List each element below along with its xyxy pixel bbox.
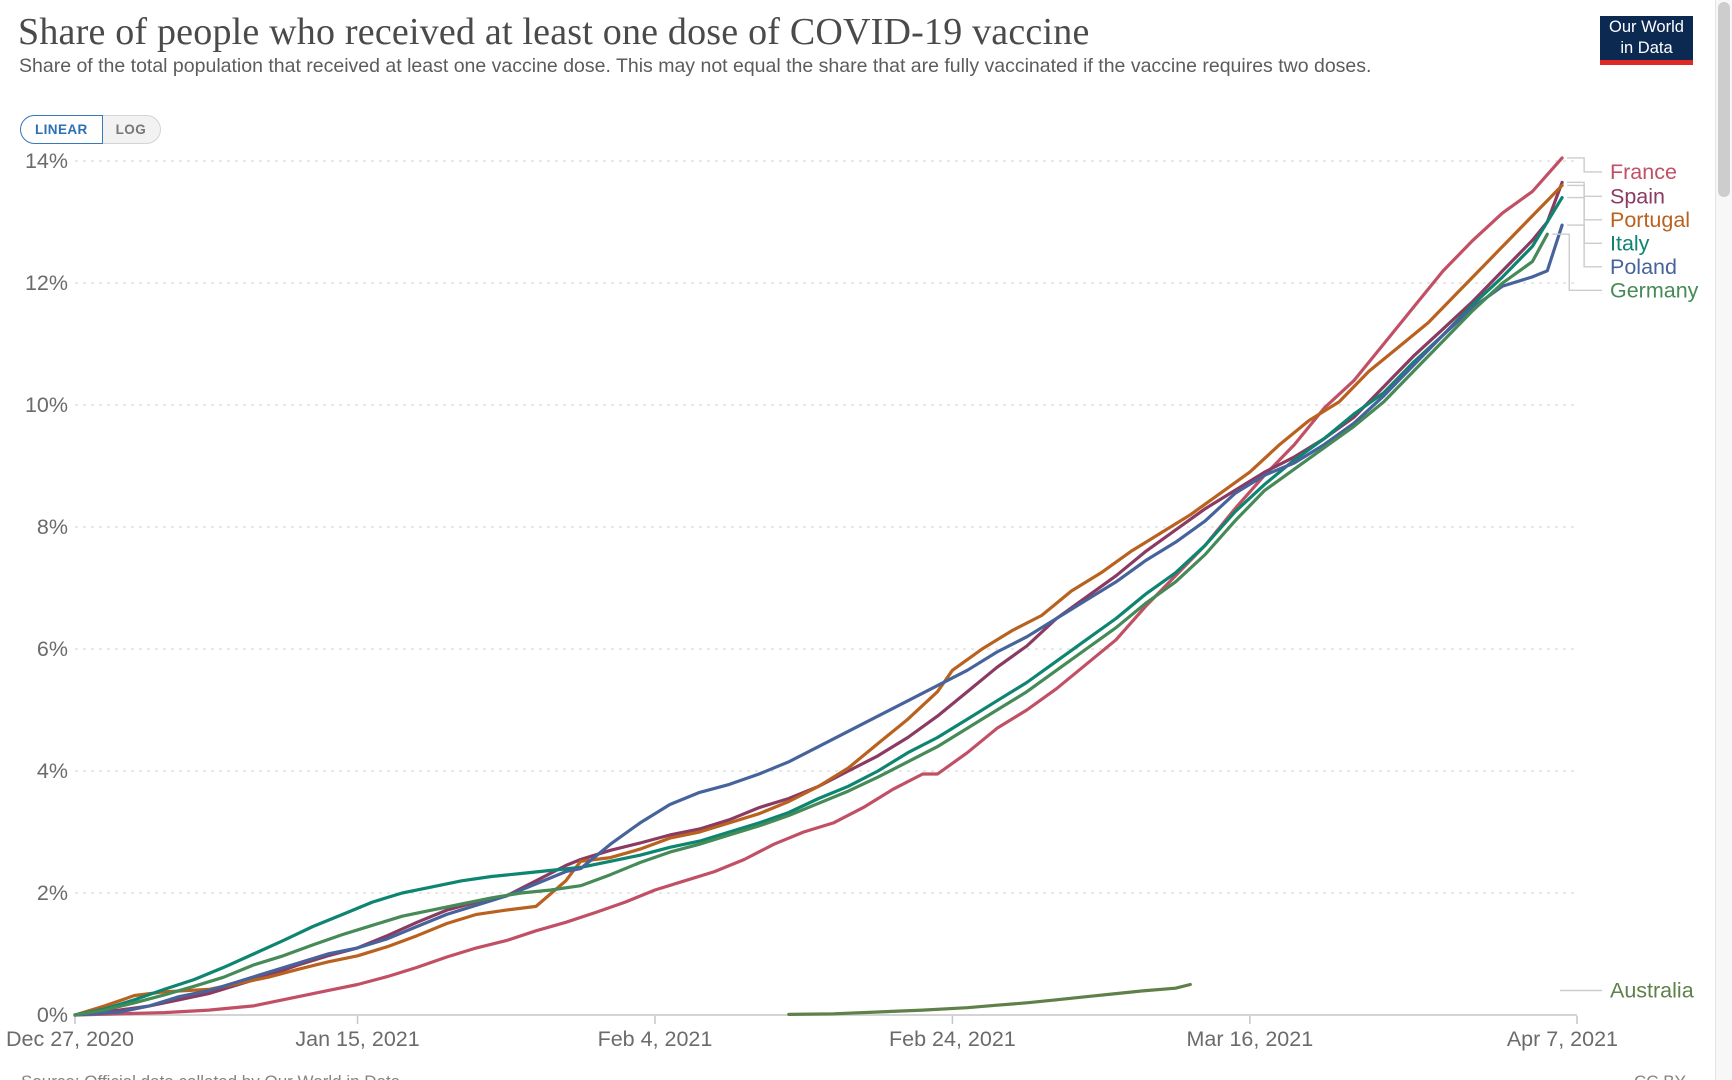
y-tick-label-14%: 14% — [25, 149, 68, 173]
series-line-poland — [73, 223, 1564, 1017]
legend-connector-poland — [1567, 224, 1602, 268]
owid-logo-line1: Our World — [1609, 18, 1684, 36]
chart-subtitle: Share of the total population that recei… — [19, 55, 1372, 77]
series-line-spain — [73, 180, 1564, 1017]
series-line-portugal — [73, 183, 1564, 1017]
y-tick-label-0%: 0% — [37, 1003, 68, 1027]
y-tick-label-4%: 4% — [37, 759, 68, 783]
legend-connector-germany — [1552, 233, 1602, 292]
source-note: Source: Official data collated by Our Wo… — [21, 1072, 400, 1080]
legend-label-italy[interactable]: Italy — [1610, 231, 1650, 255]
scrollbar[interactable] — [1715, 0, 1732, 1080]
y-tick-label-2%: 2% — [37, 881, 68, 905]
y-tick-label-12%: 12% — [25, 271, 68, 295]
log-scale-button[interactable]: LOG — [101, 115, 162, 144]
series-line-germany — [73, 232, 1549, 1017]
legend-label-spain[interactable]: Spain — [1610, 184, 1665, 208]
x-tick-label-feb-24,-2021: Feb 24, 2021 — [889, 1027, 1016, 1051]
series-line-australia — [787, 982, 1192, 1017]
x-tick-label-jan-15,-2021: Jan 15, 2021 — [295, 1027, 419, 1051]
scale-toggle: LINEAR LOG — [20, 115, 162, 144]
series-line-italy — [73, 196, 1564, 1017]
x-tick-label-dec-27,-2020: Dec 27, 2020 — [6, 1027, 134, 1051]
y-tick-label-8%: 8% — [37, 515, 68, 539]
legend-connector-france — [1567, 157, 1602, 173]
legend-connector-italy — [1567, 196, 1602, 245]
linear-scale-button[interactable]: LINEAR — [20, 115, 103, 144]
legend-label-france[interactable]: France — [1610, 160, 1677, 184]
legend-label-poland[interactable]: Poland — [1610, 255, 1677, 279]
x-tick-label-mar-16,-2021: Mar 16, 2021 — [1186, 1027, 1313, 1051]
page-title: Share of people who received at least on… — [18, 11, 1090, 53]
x-tick-label-apr-7,-2021: Apr 7, 2021 — [1507, 1027, 1618, 1051]
series-line-france — [73, 156, 1564, 1017]
legend-label-germany[interactable]: Germany — [1610, 278, 1699, 302]
y-tick-label-6%: 6% — [37, 637, 68, 661]
owid-logo-line2: in Data — [1620, 39, 1673, 57]
owid-logo: Our World in Data — [1600, 16, 1693, 65]
legend-label-australia[interactable]: Australia — [1610, 979, 1694, 1003]
chart-footer: Source: Official data collated by Our Wo… — [21, 1072, 1686, 1080]
x-tick-label-feb-4,-2021: Feb 4, 2021 — [598, 1027, 713, 1051]
scrollbar-thumb[interactable] — [1718, 2, 1730, 197]
license-note: CC BY — [1634, 1072, 1686, 1080]
y-tick-label-10%: 10% — [25, 393, 68, 417]
legend-label-portugal[interactable]: Portugal — [1610, 208, 1690, 232]
